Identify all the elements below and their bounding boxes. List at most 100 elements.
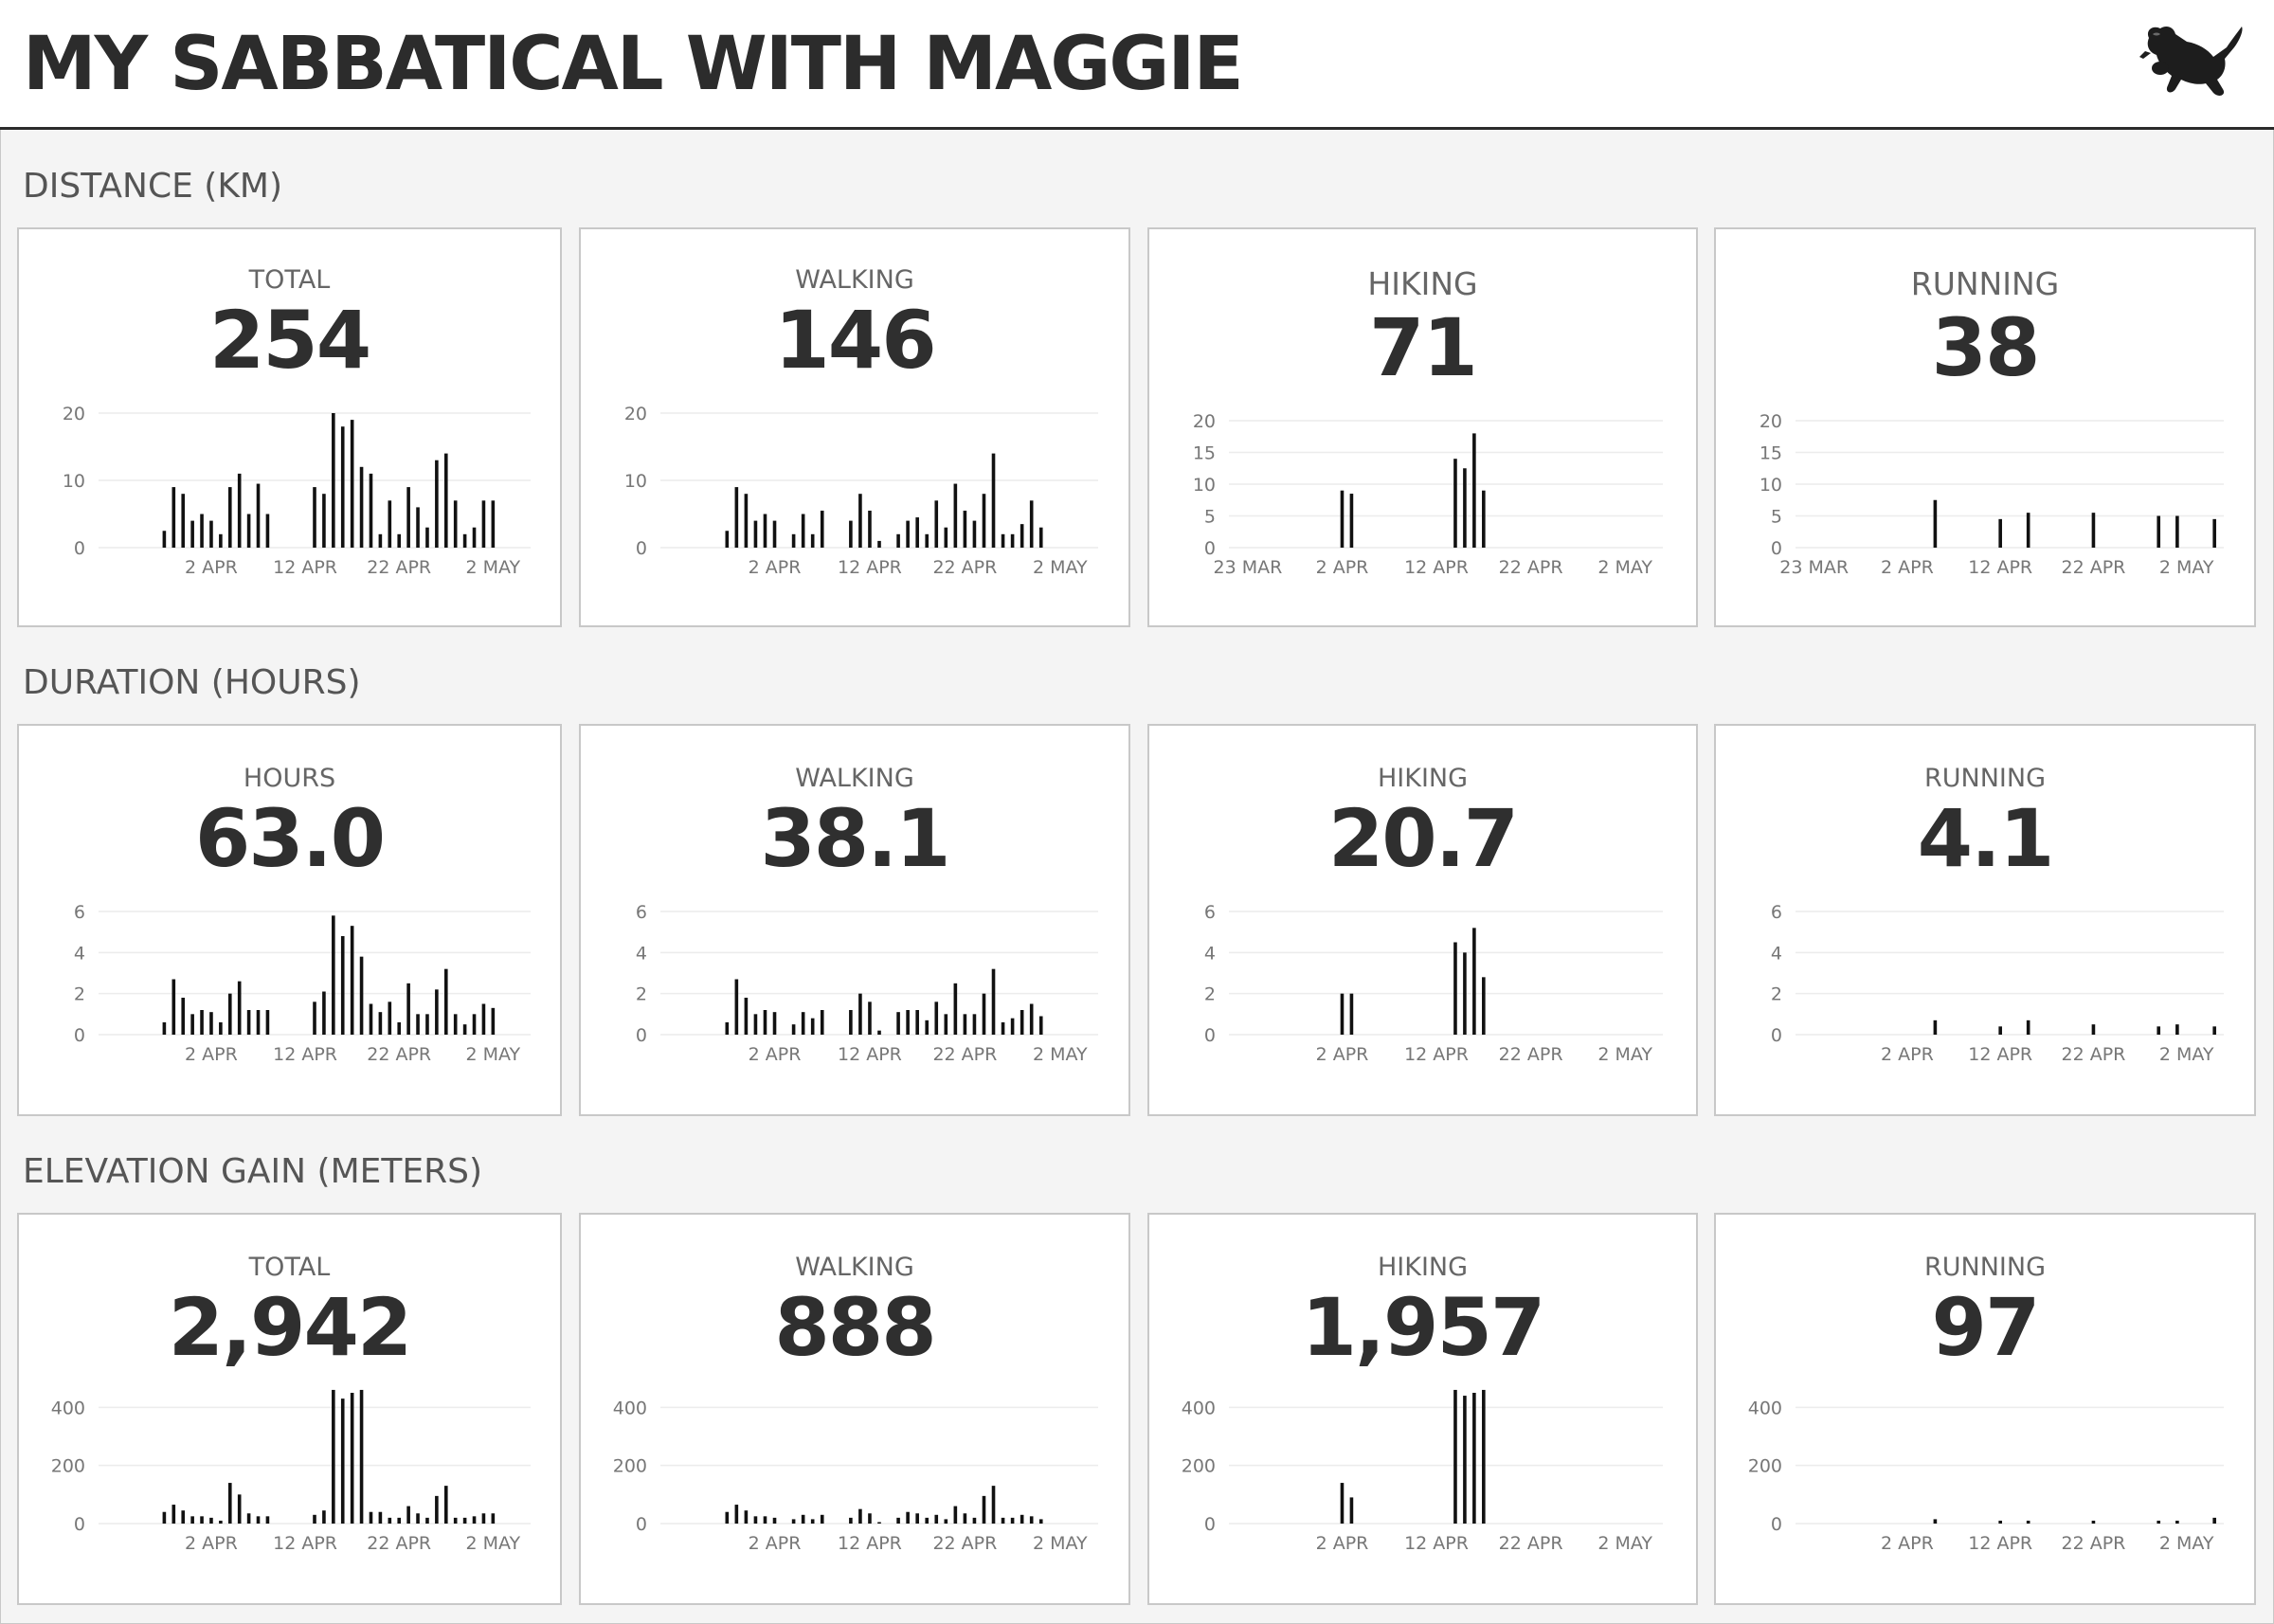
bar [406,983,410,1035]
y-tick-label: 0 [1771,538,1782,559]
bar [397,533,402,548]
bar [453,1517,458,1524]
card-distance-running: RUNNING 38 0 5 10 15 20 23 MAR 2 APR 12 APR 22 A… [1714,227,2256,627]
bar [340,936,345,1035]
app-header: MY SABBATICAL WITH MAGGIE [0,0,2274,130]
bar [1453,942,1457,1035]
bar [972,1014,977,1035]
bar [849,1517,853,1524]
bar [435,1495,439,1524]
bar [753,520,758,548]
card-value: 38.1 [760,792,950,885]
bar [982,993,986,1035]
bar [972,520,977,548]
bar [453,1014,458,1035]
x-tick-label: 2 APR [1316,1533,1369,1554]
y-tick-label: 15 [1193,443,1216,464]
card-label: HIKING [1377,1253,1469,1282]
section-title-elevation: ELEVATION GAIN (METERS) [23,1152,483,1191]
card-duration-total: HOURS 63.0 0 2 4 6 2 APR 12 APR 22 APR 2 MAY [17,724,562,1116]
bar [472,1014,477,1035]
y-tick-label: 400 [51,1398,85,1418]
bar [991,453,996,548]
x-tick-label: 12 APR [1968,1533,2032,1554]
y-tick-label: 200 [51,1456,85,1477]
bar [734,979,739,1035]
bar [388,500,392,548]
bar [1472,1393,1476,1524]
bar [397,1022,402,1035]
bar [1463,1396,1467,1524]
bar [237,981,242,1035]
y-tick-label: 400 [613,1398,647,1418]
bar [858,1508,862,1524]
x-tick-label: 22 APR [367,1533,431,1554]
y-tick-label: 400 [1182,1398,1216,1418]
x-tick-label: 22 APR [367,557,431,578]
bar [256,483,261,548]
y-tick-label: 0 [636,1514,647,1535]
bar [313,1514,316,1524]
y-tick-label: 0 [1204,1025,1216,1046]
bar [481,500,486,548]
bar [1933,1519,1938,1524]
bar [877,1030,881,1035]
bar [265,1516,270,1524]
bar [915,1513,919,1524]
bar [849,1010,853,1035]
bar [227,1483,232,1524]
card-duration-running: RUNNING 4.1 0 2 4 6 2 APR 12 APR 22 APR 2 MAY [1714,724,2256,1116]
bar [313,1001,316,1035]
bar [443,453,448,548]
bar [219,1520,223,1524]
bar [1029,1003,1034,1035]
bar [1482,490,1486,548]
section-title-duration: DURATION (HOURS) [23,663,361,702]
card-value: 2,942 [168,1281,413,1374]
bar [491,1513,496,1524]
bar [2026,1020,2030,1035]
bar [227,993,232,1035]
bar [820,1514,824,1524]
bar [963,1014,967,1035]
bar [209,520,213,548]
bar [388,1517,392,1524]
bar [378,1511,383,1524]
card-elevation-walking: WALKING 888 0 200 400 2 APR 12 APR 22 APR 2 MA… [579,1213,1130,1605]
x-tick-label: 2 APR [185,1533,238,1554]
card-label: TOTAL [248,265,331,295]
bar [2026,513,2030,548]
bar [868,510,872,548]
card-distance-total: TOTAL 254 0 10 20 2 APR 12 APR 22 APR 2 MAY [17,227,562,627]
card-value: 254 [208,294,371,387]
bar [868,1513,872,1524]
running-dog-icon [2139,27,2243,96]
y-tick-label: 2 [74,984,85,1005]
bar [322,991,326,1035]
bar [982,494,986,548]
bar [416,1014,420,1035]
bar [734,1505,739,1524]
y-tick-label: 6 [74,902,85,923]
bar [416,507,420,548]
bar [801,1514,805,1524]
x-tick-label: 2 MAY [2159,1044,2214,1065]
x-tick-label: 2 MAY [1033,1044,1088,1065]
bar [1340,993,1345,1035]
card-label: WALKING [795,265,914,295]
bar [313,487,316,548]
card-label: RUNNING [1924,1253,2046,1282]
bar [425,527,429,548]
bar [1349,993,1354,1035]
bar [237,473,242,548]
bar [934,1514,939,1524]
bar [2157,515,2161,548]
bar [369,1003,373,1035]
bar [1998,518,2002,548]
bar [237,1494,242,1524]
card-label: WALKING [795,764,914,793]
bar [820,1010,824,1035]
x-tick-label: 2 APR [185,1044,238,1065]
bar [925,1020,929,1035]
x-tick-label: 22 APR [2061,557,2125,578]
